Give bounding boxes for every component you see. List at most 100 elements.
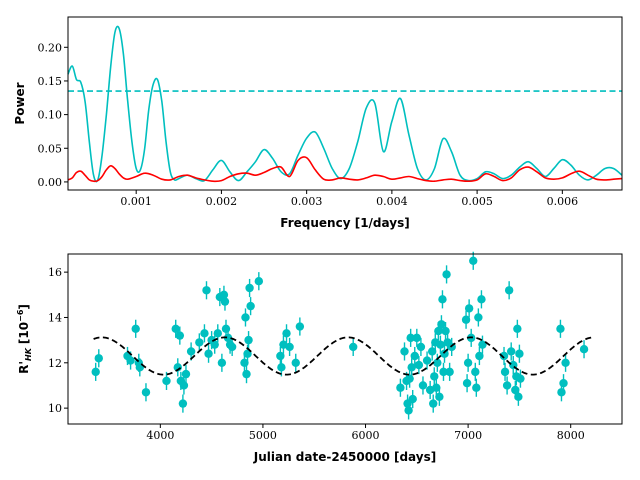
- data-point: [243, 349, 252, 358]
- data-point: [412, 333, 422, 343]
- data-point: [202, 286, 211, 295]
- data-point: [556, 324, 565, 333]
- time-series-ticks: 4000 5000 6000 7000 8000 10 12 14 16: [48, 266, 585, 442]
- time-series-plot-area: [91, 251, 592, 420]
- data-point: [181, 369, 191, 379]
- data-point: [428, 347, 437, 356]
- data-point: [462, 379, 472, 388]
- data-point: [515, 349, 524, 358]
- data-point: [445, 367, 454, 377]
- data-point: [141, 388, 151, 397]
- periodogram-y-tick-label: 0.00: [38, 176, 63, 189]
- y-label-unit: [10: [17, 322, 31, 344]
- y-label-subscript: HK: [24, 347, 33, 361]
- data-point: [475, 351, 484, 361]
- data-point: [434, 326, 443, 336]
- time-series-x-axis-label: Julian date-2450000 [days]: [253, 450, 436, 464]
- periodogram-x-tick-label: 0.004: [376, 195, 408, 208]
- periodogram-panel: 0.001 0.002 0.003 0.004 0.005 0.006 0.00 0.05 0.…: [13, 16, 623, 230]
- data-point: [579, 345, 589, 354]
- periodogram-y-tick-label: 0.20: [38, 41, 63, 54]
- data-point: [406, 333, 415, 343]
- data-point: [436, 340, 445, 349]
- data-point: [504, 286, 514, 295]
- data-point: [429, 399, 438, 408]
- time-series-y-axis-label: R'HK [10−6]: [16, 304, 33, 374]
- sinusoid-fit-line: [93, 336, 592, 376]
- periodogram-x-tick-label: 0.003: [291, 195, 323, 208]
- time-series-frame: [67, 253, 623, 425]
- periodogram-x-tick-label: 0.005: [461, 195, 493, 208]
- data-point: [422, 356, 432, 365]
- data-point: [461, 315, 471, 324]
- data-point: [559, 379, 568, 388]
- data-point: [416, 342, 426, 352]
- time-series-y-tick-label: 10: [48, 402, 62, 415]
- data-point: [463, 358, 473, 367]
- data-point: [478, 340, 487, 349]
- data-point: [254, 277, 264, 286]
- data-point: [285, 342, 294, 352]
- y-label-close: ]: [17, 304, 31, 309]
- data-point: [440, 349, 449, 358]
- data-point: [204, 349, 213, 358]
- data-point: [513, 324, 522, 333]
- data-point: [407, 363, 416, 372]
- time-series-x-tick-label: 4000: [146, 429, 174, 442]
- periodogram-frame: [67, 16, 623, 191]
- data-point: [91, 367, 100, 377]
- periodogram-x-tick-label: 0.006: [547, 195, 579, 208]
- data-point: [245, 283, 254, 293]
- data-point: [435, 392, 444, 401]
- data-point: [276, 351, 285, 361]
- data-point: [439, 367, 448, 377]
- y-label-main: R': [17, 361, 31, 374]
- data-point: [438, 295, 447, 304]
- data-point: [405, 374, 414, 383]
- data-point: [195, 338, 204, 347]
- data-point: [220, 297, 230, 306]
- data-point: [242, 369, 251, 379]
- periodogram-x-tick-label: 0.002: [206, 195, 238, 208]
- data-point: [213, 329, 222, 338]
- data-point: [295, 322, 305, 331]
- data-point: [217, 358, 227, 367]
- data-point: [500, 367, 510, 377]
- periodogram-x-axis-label: Frequency [1/days]: [280, 216, 409, 230]
- data-point: [404, 406, 413, 415]
- time-series-x-tick-label: 8000: [557, 429, 585, 442]
- data-point: [171, 324, 180, 333]
- data-point: [418, 381, 428, 390]
- data-point: [410, 351, 419, 361]
- data-point: [94, 354, 103, 363]
- data-point: [221, 324, 231, 333]
- data-point: [433, 358, 442, 367]
- periodogram-x-tick-label: 0.001: [120, 195, 152, 208]
- data-point: [210, 340, 219, 349]
- data-point: [186, 347, 196, 356]
- data-point: [474, 313, 483, 322]
- data-point: [246, 301, 255, 311]
- data-point: [179, 381, 189, 390]
- data-point: [200, 329, 209, 338]
- data-point: [442, 270, 451, 279]
- data-point: [516, 374, 525, 383]
- data-point: [472, 383, 481, 392]
- data-point: [471, 367, 480, 377]
- y-label-exponent: −6: [16, 309, 25, 322]
- data-point: [349, 342, 358, 352]
- data-point: [441, 326, 450, 336]
- data-point: [507, 347, 516, 356]
- data-point: [464, 304, 474, 313]
- data-point: [277, 363, 286, 372]
- time-series-panel: 4000 5000 6000 7000 8000 10 12 14 16 Julian date…: [16, 251, 623, 464]
- data-point: [227, 342, 237, 352]
- time-series-y-tick-label: 14: [48, 311, 62, 324]
- time-series-x-tick-label: 5000: [249, 429, 277, 442]
- data-point: [241, 313, 250, 322]
- data-point: [131, 324, 140, 333]
- window-function-line: [67, 156, 623, 183]
- data-point: [282, 329, 291, 338]
- data-point: [469, 256, 478, 265]
